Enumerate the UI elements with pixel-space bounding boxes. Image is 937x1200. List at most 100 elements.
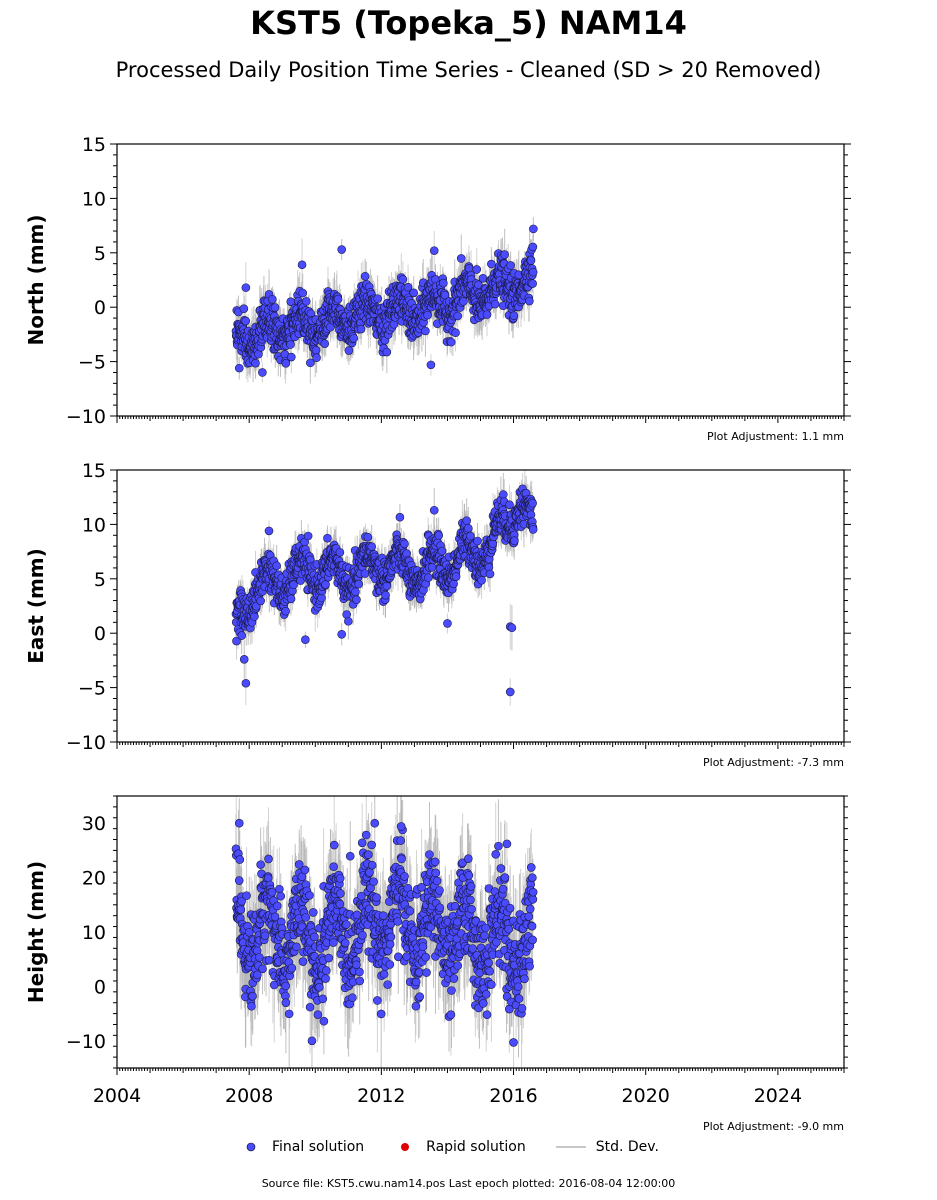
data-point xyxy=(429,505,439,515)
data-point xyxy=(459,297,468,306)
data-point xyxy=(451,328,460,338)
y-tick-label: 10 xyxy=(82,188,106,210)
y-tick-label: 5 xyxy=(94,569,106,591)
data-point xyxy=(453,311,463,321)
data-point xyxy=(281,359,291,368)
data-point xyxy=(286,594,296,604)
data-point xyxy=(528,242,538,252)
data-point xyxy=(510,536,519,546)
y-tick-label: −10 xyxy=(66,406,106,428)
data-point xyxy=(264,526,274,536)
data-point xyxy=(482,310,492,319)
chart-title: KST5 (Topeka_5) NAM14 xyxy=(250,4,687,42)
data-point xyxy=(287,352,296,362)
data-point xyxy=(477,575,486,585)
data-point xyxy=(337,245,347,254)
y-tick-label: −5 xyxy=(78,352,106,374)
data-point xyxy=(241,316,251,326)
data-point xyxy=(505,500,514,510)
data-point xyxy=(529,224,538,234)
data-point xyxy=(395,512,405,522)
data-point xyxy=(311,345,321,355)
data-point xyxy=(323,533,332,543)
data-point xyxy=(241,283,251,292)
data-point xyxy=(437,546,447,556)
final-solution-points xyxy=(231,224,538,377)
data-point xyxy=(473,536,482,546)
y-tick-label: 0 xyxy=(94,623,106,645)
data-point xyxy=(478,273,488,283)
data-point xyxy=(424,573,433,582)
data-point xyxy=(427,562,437,572)
plot-adjustment-note: Plot Adjustment: 1.1 mm xyxy=(707,430,844,443)
data-point xyxy=(373,294,382,303)
axes-frame xyxy=(116,469,845,743)
data-point xyxy=(335,547,345,557)
data-point xyxy=(528,498,537,508)
data-point xyxy=(434,531,444,540)
data-point xyxy=(446,337,456,347)
panel-1: −10 −5 0 5 10 15 North (mm) Plot Adjustment: 1.… xyxy=(24,134,851,443)
data-point xyxy=(360,271,370,281)
data-point xyxy=(237,631,246,640)
data-point xyxy=(250,612,259,621)
data-point xyxy=(297,260,307,270)
data-point xyxy=(234,363,244,373)
data-point xyxy=(449,579,458,589)
data-point xyxy=(281,606,290,616)
data-point xyxy=(456,254,466,263)
chart-subtitle: Processed Daily Position Time Series - C… xyxy=(115,58,822,82)
y-tick-label: 5 xyxy=(94,243,106,265)
data-point xyxy=(239,304,249,314)
data-point xyxy=(301,635,310,645)
data-point xyxy=(344,616,353,626)
data-point xyxy=(389,319,399,329)
data-point xyxy=(251,358,260,368)
data-point xyxy=(485,569,495,579)
data-point xyxy=(403,282,413,292)
data-point xyxy=(421,326,430,336)
data-point xyxy=(312,353,321,363)
data-point xyxy=(499,490,508,499)
data-point xyxy=(363,532,373,542)
data-point xyxy=(429,246,439,255)
y-tick-label: 15 xyxy=(82,134,106,156)
data-point xyxy=(354,579,363,589)
data-point xyxy=(270,303,280,312)
data-point xyxy=(474,280,483,290)
data-point xyxy=(333,294,343,304)
data-point xyxy=(268,294,277,304)
final-solution-points xyxy=(231,484,538,697)
data-point xyxy=(367,542,376,551)
data-point xyxy=(487,259,496,269)
y-axis-label: North (mm) xyxy=(24,214,48,345)
data-point xyxy=(500,250,509,259)
data-point xyxy=(382,347,392,357)
data-point xyxy=(528,525,538,534)
data-point xyxy=(381,590,390,600)
data-point xyxy=(337,629,347,639)
y-tick-label: −5 xyxy=(78,678,106,700)
data-point xyxy=(509,311,519,321)
data-point xyxy=(463,523,473,533)
y-tick-label: 15 xyxy=(82,460,106,482)
plot-area xyxy=(231,216,538,384)
data-point xyxy=(241,678,251,688)
data-point xyxy=(526,256,536,265)
data-point xyxy=(462,516,471,525)
data-point xyxy=(344,346,354,355)
data-point xyxy=(286,340,295,349)
data-point xyxy=(321,580,330,589)
data-point xyxy=(320,339,330,348)
data-point xyxy=(451,572,461,581)
data-point xyxy=(272,561,281,571)
data-point xyxy=(382,581,392,591)
data-point xyxy=(349,333,359,343)
data-point xyxy=(356,324,366,334)
data-point xyxy=(507,623,517,633)
data-point xyxy=(398,275,408,284)
data-point xyxy=(351,587,360,597)
data-point xyxy=(239,655,249,664)
